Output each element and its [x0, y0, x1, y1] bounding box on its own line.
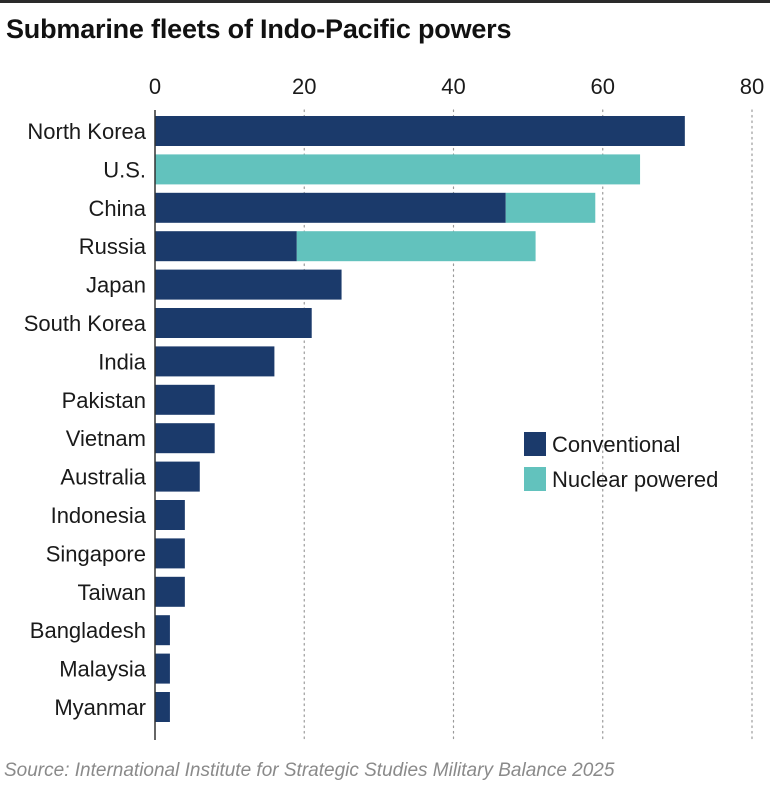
legend-swatch-nuclear-powered	[524, 467, 546, 491]
category-label-myanmar: Myanmar	[54, 695, 146, 720]
category-label-vietnam: Vietnam	[66, 426, 146, 451]
bar-russia-nuclear	[296, 231, 536, 262]
category-label-malaysia: Malaysia	[59, 657, 147, 682]
bar-indonesia-conventional	[155, 500, 185, 530]
x-tick-label-0: 0	[149, 74, 161, 99]
category-label-singapore: Singapore	[46, 541, 146, 566]
legend: Conventional Nuclear powered	[524, 432, 718, 492]
bar-india-conventional	[155, 346, 275, 377]
bar-australia-conventional	[155, 461, 200, 492]
bars	[155, 116, 685, 722]
category-label-china: China	[89, 196, 147, 221]
category-label-north-korea: North Korea	[27, 119, 146, 144]
category-label-u-s: U.S.	[103, 157, 146, 182]
category-label-india: India	[98, 349, 146, 374]
bar-bangladesh-conventional	[155, 615, 170, 646]
category-label-bangladesh: Bangladesh	[30, 618, 146, 643]
bar-china-nuclear	[505, 192, 596, 223]
chart-title: Submarine fleets of Indo-Pacific powers	[6, 14, 512, 44]
bar-japan-conventional	[155, 269, 342, 300]
x-tick-label-80: 80	[740, 74, 764, 99]
category-label-taiwan: Taiwan	[78, 580, 146, 605]
x-tick-label-60: 60	[591, 74, 615, 99]
category-label-indonesia: Indonesia	[51, 503, 147, 528]
bar-pakistan-conventional	[155, 384, 215, 415]
category-label-australia: Australia	[60, 465, 146, 490]
category-labels: North Korea U.S. China Russia Japan South Kor…	[24, 119, 147, 720]
source-note: Source: International Institute for Stra…	[4, 760, 615, 781]
bar-myanmar-conventional	[155, 692, 170, 722]
bar-u-s-nuclear	[155, 154, 641, 185]
category-label-japan: Japan	[86, 273, 146, 298]
legend-swatch-conventional	[524, 432, 546, 456]
bar-malaysia-conventional	[155, 653, 170, 684]
legend-label-conventional: Conventional	[552, 432, 680, 457]
legend-label-nuclear-powered: Nuclear powered	[552, 467, 718, 492]
x-axis-ticks: 0 20 40 60 80	[149, 74, 764, 99]
bar-south-korea-conventional	[155, 308, 312, 338]
bar-russia-conventional	[155, 231, 297, 262]
bar-vietnam-conventional	[155, 423, 215, 454]
bar-north-korea-conventional	[155, 116, 685, 146]
bar-china-conventional	[155, 192, 506, 223]
x-tick-label-20: 20	[292, 74, 316, 99]
bar-taiwan-conventional	[155, 576, 185, 607]
top-rule	[0, 0, 770, 3]
category-label-south-korea: South Korea	[24, 311, 147, 336]
bar-singapore-conventional	[155, 538, 185, 569]
category-label-russia: Russia	[79, 234, 147, 259]
x-tick-label-40: 40	[441, 74, 465, 99]
category-label-pakistan: Pakistan	[62, 388, 146, 413]
